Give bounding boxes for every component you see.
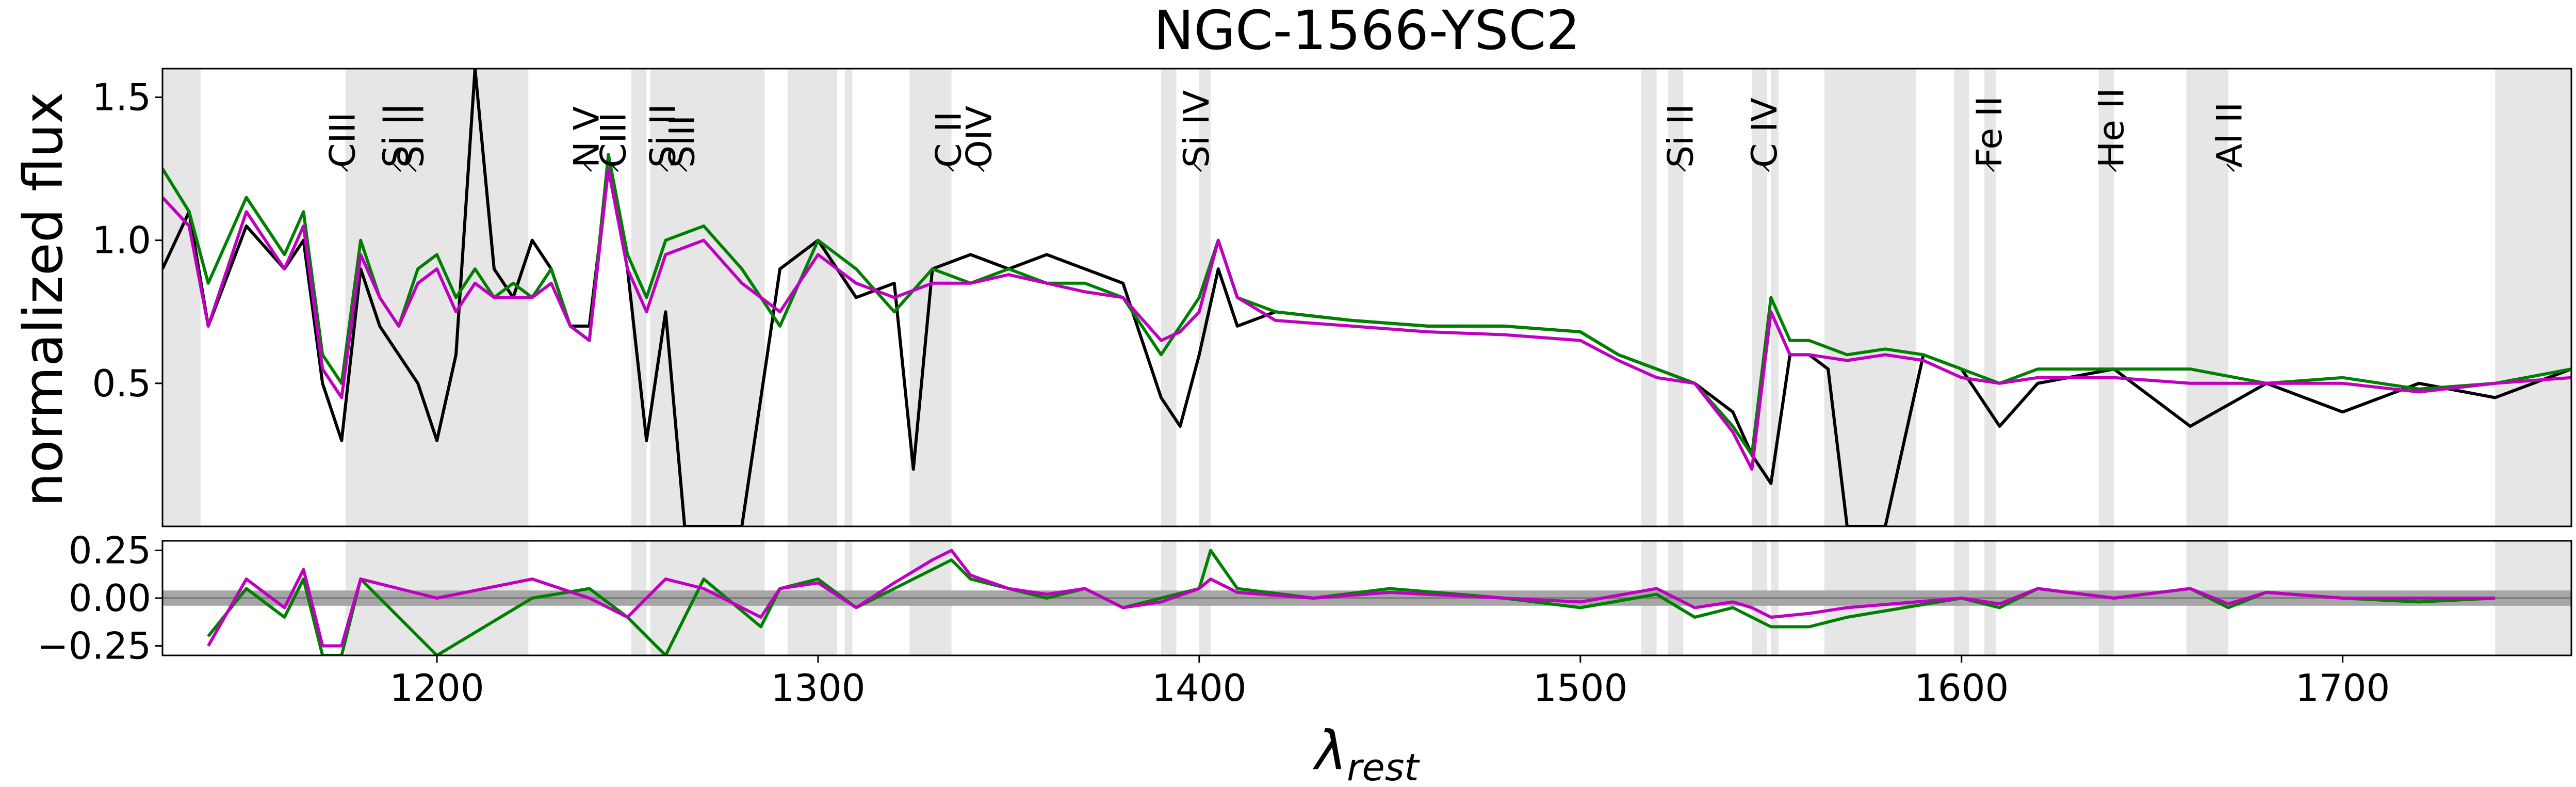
chart-title: NGC-1566-YSC2 — [1154, 0, 1580, 62]
series-line-2 — [162, 167, 2571, 471]
line-label-group: N V — [567, 106, 608, 168]
line-label-group: Si II — [376, 104, 417, 168]
masked-region — [2495, 69, 2571, 526]
line-label-tick — [610, 163, 619, 172]
line-label-group: Fe II — [1969, 96, 2010, 168]
line-label: Al II — [2209, 102, 2250, 168]
line-label-tick — [2108, 163, 2117, 172]
line-label: Fe II — [1969, 96, 2010, 168]
masked-region — [650, 69, 765, 526]
line-label: CIII — [323, 112, 364, 168]
line-label-tick — [1193, 163, 1202, 172]
y-axis-label: normalized flux — [12, 92, 75, 507]
line-label: Si II — [392, 104, 432, 168]
line-label: Si IV — [1177, 90, 1217, 168]
series-line-0 — [207, 549, 2496, 655]
line-label-tick — [1986, 163, 1995, 172]
x-tick-label: 1300 — [771, 666, 865, 710]
masked-region — [1668, 69, 1684, 526]
line-label-group: Si IV — [1177, 90, 1217, 168]
line-label-tick — [408, 163, 417, 172]
line-label-group: SiII — [662, 115, 703, 168]
line-label-group: Al II — [2209, 102, 2250, 168]
panel-content — [162, 69, 2571, 526]
line-label-group: Si II — [643, 104, 683, 168]
line-label-group: CIII — [323, 112, 364, 168]
bottom-panel: 0.250.00−0.25 1200 1300 1400 1500 1600 1700 — [37, 529, 2572, 710]
line-label: N V — [567, 106, 608, 168]
masked-region — [1824, 69, 1916, 526]
masked-region — [844, 69, 853, 526]
line-label: OIV — [959, 106, 1000, 168]
y-tick-label: −0.25 — [37, 624, 151, 668]
x-tick-label: 1200 — [389, 666, 484, 710]
x-tick-label: 1500 — [1533, 666, 1627, 710]
masked-region — [162, 69, 201, 526]
x-axis-label-lambda: λ — [1312, 719, 1347, 782]
line-label-group: He II — [2091, 88, 2132, 168]
masked-region — [1771, 69, 1779, 526]
line-label: C IV — [1744, 98, 1785, 168]
masked-region — [1199, 69, 1211, 526]
y-tick-label: 0.00 — [69, 576, 151, 620]
line-label: C II — [929, 111, 970, 168]
x-tick-label: 1400 — [1152, 666, 1246, 710]
masked-region — [2098, 69, 2114, 526]
line-label-tick — [393, 163, 402, 172]
x-axis-label: λrest — [1312, 719, 1420, 787]
line-label-group: Si II — [392, 104, 432, 168]
y-tick-label: 1.0 — [92, 219, 151, 262]
x-tick-label: 1700 — [2295, 666, 2390, 710]
line-label: He II — [2091, 88, 2132, 168]
masked-region — [1161, 69, 1177, 526]
line-label-group: C II — [929, 111, 970, 168]
panel-content — [162, 541, 2571, 655]
x-tick-label: 1600 — [1914, 666, 2009, 710]
line-label-tick — [1761, 163, 1770, 172]
masked-region — [1641, 69, 1657, 526]
line-label-tick — [660, 163, 669, 172]
masked-region — [1953, 69, 1969, 526]
masked-region — [787, 69, 837, 526]
line-label: Si II — [1660, 104, 1701, 168]
masked-region — [1984, 69, 1996, 526]
panel-frame — [161, 68, 2572, 527]
masked-region — [2186, 69, 2228, 526]
y-tick-label: 0.25 — [69, 529, 151, 572]
line-label: CIII — [593, 112, 634, 168]
line-label: Si II — [643, 104, 683, 168]
line-label-tick — [2226, 163, 2235, 172]
line-label-group: Si II — [1660, 104, 1701, 168]
line-label: SiII — [662, 115, 703, 168]
line-label: Si II — [376, 104, 417, 168]
series-line-1 — [207, 549, 2496, 648]
line-label-tick — [339, 163, 348, 172]
y-tick-label: 1.5 — [92, 75, 151, 119]
line-label-tick — [976, 163, 985, 172]
line-label-group: CIII — [593, 112, 634, 168]
line-label-tick — [945, 163, 954, 172]
line-label-tick — [583, 163, 592, 172]
series-line-1 — [162, 153, 2571, 457]
line-label-tick — [1677, 163, 1686, 172]
line-label-group: OIV — [959, 106, 1000, 168]
line-label-group: C IV — [1744, 98, 1785, 168]
y-tick-label: 0.5 — [92, 362, 151, 405]
line-label-tick — [679, 163, 688, 172]
x-axis-label-subscript: rest — [1347, 746, 1420, 787]
